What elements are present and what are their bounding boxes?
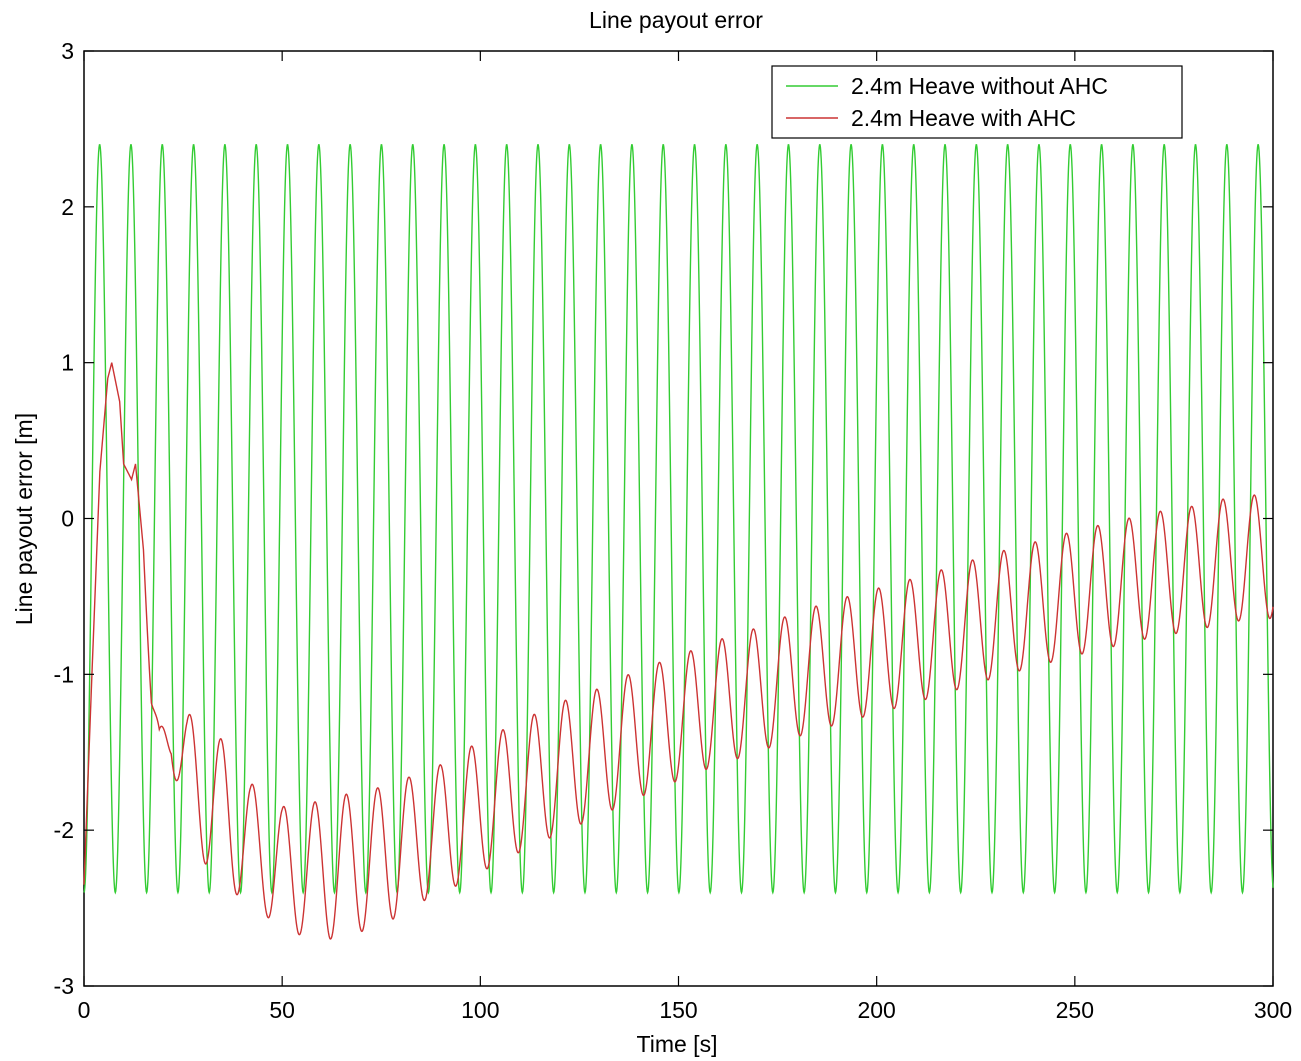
x-tick-label: 200	[857, 997, 895, 1023]
chart-title: Line payout error	[589, 7, 763, 33]
series-without-ahc	[83, 144, 1274, 895]
x-tick-label: 50	[269, 997, 295, 1023]
y-axis-label: Line payout error [m]	[11, 413, 37, 625]
x-tick-label: 0	[78, 997, 91, 1023]
axes-layer: 0 50 100 150 200 250 300 -3 -2 -1 0 1 2 3	[54, 38, 1293, 1023]
x-tick-label: 300	[1254, 997, 1292, 1023]
y-tick-label: 2	[61, 194, 74, 220]
legend-label-with-ahc: 2.4m Heave with AHC	[851, 105, 1076, 131]
y-tick-label: -1	[54, 661, 74, 687]
x-tick-label: 250	[1056, 997, 1094, 1023]
y-tick-label: 1	[61, 350, 74, 376]
plot-area-frame	[83, 50, 1274, 987]
x-axis-label: Time [s]	[637, 1031, 718, 1057]
legend: 2.4m Heave without AHC 2.4m Heave with A…	[771, 65, 1183, 139]
series-with-ahc	[83, 362, 1274, 940]
x-tick-label: 100	[461, 997, 499, 1023]
series-layer	[83, 144, 1274, 940]
y-tick-label: -2	[54, 817, 74, 843]
legend-label-without-ahc: 2.4m Heave without AHC	[851, 73, 1108, 99]
legend-box	[771, 65, 1183, 139]
x-tick-label: 150	[659, 997, 697, 1023]
y-tick-label: 3	[61, 38, 74, 64]
y-tick-label: -3	[54, 973, 74, 999]
y-tick-label: 0	[61, 506, 74, 532]
